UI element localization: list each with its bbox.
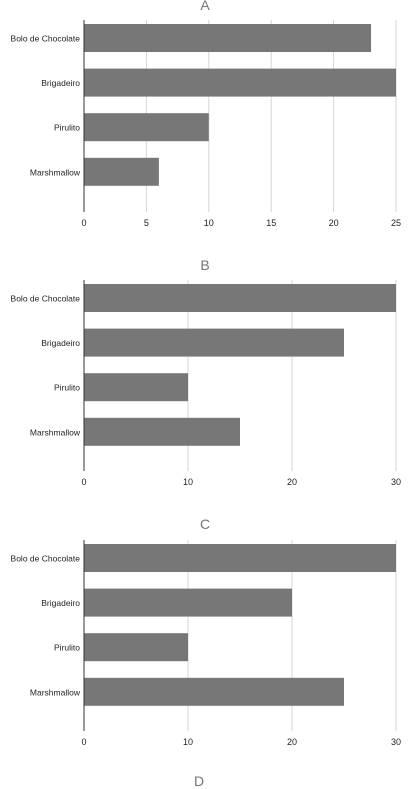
chart-b-category-label: Brigadeiro [41, 338, 80, 348]
chart-b-bar-brigadeiro [84, 328, 344, 357]
option-d-label: D [193, 773, 205, 789]
chart-a-x-tick-label: 20 [329, 218, 339, 228]
chart-c-bar-brigadeiro [84, 588, 292, 617]
chart-b-bar-bolo-de-chocolate [84, 284, 396, 312]
chart-c-category-label: Pirulito [54, 643, 80, 653]
chart-c-x-tick-label: 10 [183, 737, 193, 747]
chart-a-bar-marshmallow [84, 157, 159, 186]
chart-a-category-label: Bolo de Chocolate [11, 34, 81, 44]
chart-a-category-label: Marshmallow [30, 167, 81, 177]
chart-a-x-tick-label: 10 [204, 218, 214, 228]
chart-b-bar-marshmallow [84, 417, 240, 446]
chart-a-x-tick-label: 0 [81, 218, 86, 228]
chart-b-category-label: Marshmallow [30, 427, 81, 437]
chart-c-bar-bolo-de-chocolate [84, 544, 396, 572]
chart-c-x-tick-label: 0 [81, 737, 86, 747]
chart-b-x-tick-label: 10 [183, 477, 193, 487]
chart-a-x-tick-label: 15 [266, 218, 276, 228]
chart-a-bar-pirulito [84, 113, 209, 142]
chart-c-category-label: Bolo de Chocolate [11, 554, 81, 564]
chart-c-title: C [199, 516, 211, 532]
chart-c-x-tick-label: 30 [391, 737, 401, 747]
chart-c-bar-marshmallow [84, 677, 344, 706]
chart-c-bar-pirulito [84, 633, 188, 662]
chart-a-bar-brigadeiro [84, 68, 396, 97]
chart-b-category-label: Bolo de Chocolate [11, 294, 81, 304]
chart-b-category-label: Pirulito [54, 383, 80, 393]
chart-b-x-tick-label: 20 [287, 477, 297, 487]
chart-a-x-tick-label: 25 [391, 218, 401, 228]
chart-a-title: A [200, 0, 210, 13]
chart-b-bar-pirulito [84, 373, 188, 402]
chart-b-title: B [200, 257, 210, 273]
chart-a-x-tick-label: 5 [144, 218, 149, 228]
chart-b-x-tick-label: 30 [391, 477, 401, 487]
chart-b-x-tick-label: 0 [81, 477, 86, 487]
chart-a-bar-bolo-de-chocolate [84, 24, 372, 52]
chart-c-category-label: Marshmallow [30, 687, 81, 697]
chart-a-category-label: Brigadeiro [41, 78, 80, 88]
chart-c-x-tick-label: 20 [287, 737, 297, 747]
chart-c-category-label: Brigadeiro [41, 598, 80, 608]
chart-a-category-label: Pirulito [54, 123, 80, 133]
